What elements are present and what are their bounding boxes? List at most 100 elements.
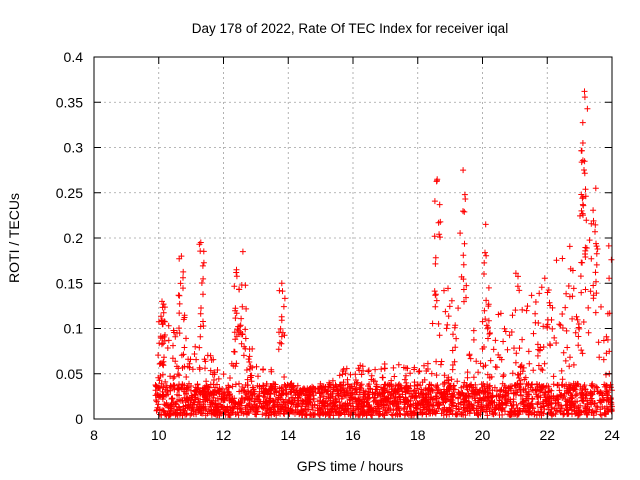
data-point — [442, 308, 449, 315]
data-point — [579, 119, 586, 126]
data-point — [348, 383, 355, 390]
data-point — [357, 362, 364, 369]
data-point — [459, 392, 466, 399]
data-point — [228, 360, 235, 367]
data-point — [251, 401, 258, 408]
data-point — [524, 303, 531, 310]
data-point — [358, 406, 364, 413]
data-point — [236, 286, 242, 293]
data-point — [236, 405, 243, 412]
data-point — [548, 316, 555, 323]
data-point — [155, 352, 162, 359]
data-point — [433, 372, 440, 379]
data-point — [392, 382, 399, 389]
data-point — [156, 377, 163, 384]
data-point — [214, 395, 221, 402]
data-point — [159, 298, 165, 305]
data-point — [582, 286, 589, 293]
data-point — [392, 411, 399, 418]
data-point — [226, 392, 233, 399]
data-point — [232, 315, 239, 322]
data-point — [202, 403, 209, 410]
data-point — [400, 406, 407, 413]
data-point — [449, 347, 456, 354]
data-point — [593, 403, 600, 410]
data-point — [428, 370, 435, 377]
data-point — [183, 335, 189, 342]
data-point — [433, 383, 439, 390]
data-point — [340, 407, 347, 414]
data-point — [421, 362, 427, 369]
data-point — [215, 375, 222, 382]
data-point — [161, 354, 167, 361]
data-point — [597, 406, 604, 413]
data-point — [389, 412, 396, 419]
data-point — [573, 313, 580, 320]
data-point — [365, 408, 372, 415]
data-point — [272, 408, 279, 415]
data-point — [589, 383, 596, 390]
data-point — [278, 280, 285, 287]
data-point — [449, 366, 456, 373]
data-point — [569, 315, 576, 322]
data-point — [197, 248, 204, 255]
data-point — [238, 315, 245, 322]
data-point — [592, 269, 599, 276]
data-point — [598, 412, 605, 419]
data-point — [575, 409, 582, 416]
data-point — [450, 331, 456, 338]
data-point — [239, 303, 246, 310]
data-point — [160, 309, 167, 316]
data-point — [177, 280, 184, 287]
data-point — [198, 305, 204, 311]
data-point — [527, 402, 534, 409]
data-point — [194, 381, 201, 388]
data-point — [158, 341, 165, 348]
data-point — [477, 394, 484, 401]
data-point — [174, 371, 181, 378]
data-point — [348, 396, 354, 403]
data-point — [384, 409, 391, 416]
data-point — [516, 407, 523, 413]
data-points — [152, 88, 615, 419]
data-point — [574, 381, 581, 388]
data-point — [594, 384, 601, 391]
data-point — [169, 355, 176, 362]
data-point — [192, 343, 199, 350]
data-point — [438, 358, 445, 365]
data-point — [588, 401, 595, 408]
data-point — [481, 271, 487, 277]
data-point — [446, 383, 452, 390]
data-point — [301, 412, 308, 419]
data-point — [594, 246, 601, 252]
data-point — [158, 412, 165, 419]
data-point — [582, 193, 589, 200]
data-point — [482, 362, 489, 369]
data-point — [176, 330, 183, 337]
data-point — [275, 346, 282, 353]
data-point — [356, 411, 363, 418]
data-point — [183, 374, 190, 380]
data-point — [208, 399, 215, 406]
data-point — [414, 405, 421, 412]
y-tick-label: 0.05 — [56, 366, 83, 382]
data-point — [499, 411, 506, 418]
data-point — [565, 283, 572, 289]
data-point — [474, 389, 481, 396]
data-point — [433, 297, 440, 304]
x-tick-label: 20 — [475, 427, 491, 443]
data-point — [481, 259, 488, 266]
data-point — [219, 396, 226, 403]
data-point — [559, 376, 566, 383]
data-point — [446, 303, 453, 310]
data-point — [309, 402, 316, 409]
data-point — [579, 350, 586, 357]
data-point — [337, 381, 344, 388]
data-point — [214, 381, 220, 388]
data-point — [193, 386, 200, 393]
data-point — [499, 380, 506, 387]
data-point — [596, 354, 603, 361]
data-point — [214, 367, 221, 373]
data-point — [434, 401, 441, 408]
data-point — [516, 375, 522, 381]
